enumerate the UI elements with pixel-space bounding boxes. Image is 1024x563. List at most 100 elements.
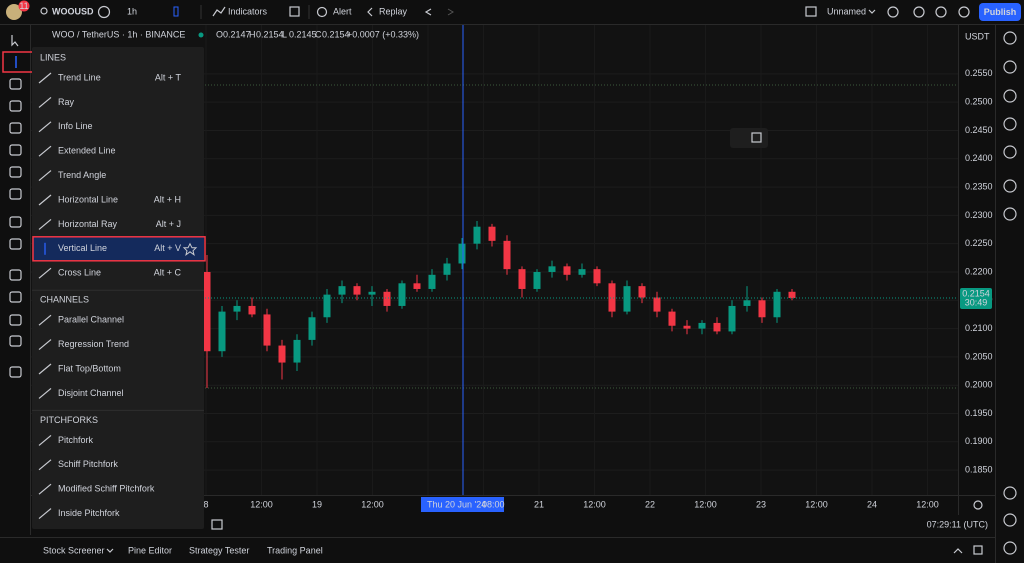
crosshair-time: 08:00 — [482, 499, 505, 509]
menu-item-label[interactable]: Horizontal Line — [58, 194, 118, 204]
x-tick-label: 24 — [867, 499, 877, 509]
tool-icon[interactable] — [9, 144, 22, 156]
side-icon[interactable] — [1003, 89, 1017, 103]
item-icon — [38, 387, 52, 399]
avatar[interactable] — [6, 4, 22, 20]
menu-item-label[interactable]: Flat Top/Bottom — [58, 363, 121, 373]
menu-item-label[interactable]: Ray — [58, 97, 75, 107]
toolbar-icon[interactable] — [935, 6, 947, 18]
compare-button[interactable] — [97, 5, 111, 19]
menu-item-label[interactable]: Modified Schiff Pitchfork — [58, 484, 155, 494]
item-icon — [38, 170, 52, 182]
menu-item-label[interactable]: Trend Line — [58, 72, 101, 82]
candle-body — [578, 269, 586, 275]
menu-item-label[interactable]: Disjoint Channel — [58, 388, 124, 398]
templates-icon[interactable] — [289, 6, 300, 17]
toolbar-icon[interactable] — [913, 6, 925, 18]
side-icon[interactable] — [1003, 60, 1017, 74]
panel-collapse[interactable] — [953, 548, 963, 554]
publish[interactable]: Publish — [984, 7, 1017, 17]
menu-item-label[interactable]: Vertical Line — [58, 243, 107, 253]
tool-icon[interactable] — [9, 78, 22, 90]
menu-item-label[interactable]: Inside Pitchfork — [58, 508, 120, 518]
symbol-search[interactable]: WOOUSD — [52, 6, 94, 16]
candle-body — [563, 266, 571, 275]
y-tick-label: 0.2300 — [965, 210, 993, 220]
tool-icon[interactable] — [9, 166, 22, 178]
menu-item-selected[interactable] — [33, 237, 204, 261]
tool-icon[interactable] — [9, 314, 22, 326]
menu-item-label[interactable]: Horizontal Ray — [58, 219, 118, 229]
x-tick-label: 12:00 — [694, 499, 717, 509]
replay-icon[interactable] — [367, 7, 373, 17]
tool-icon[interactable] — [9, 100, 22, 112]
bottom-tab[interactable]: Pine Editor — [128, 545, 172, 555]
menu-item-label[interactable]: Trend Angle — [58, 170, 106, 180]
tool-icon[interactable] — [9, 366, 22, 378]
panel-maximize[interactable] — [973, 545, 983, 555]
clock[interactable]: 07:29:11 (UTC) — [927, 519, 988, 529]
layout-name[interactable]: Unnamed — [827, 6, 866, 16]
ohlc-value: 0.2154 — [256, 29, 284, 39]
side-icon[interactable] — [1003, 31, 1017, 45]
settings-icon[interactable] — [973, 500, 983, 510]
chart-type-icon[interactable] — [173, 6, 179, 17]
crosshair-time-tag — [421, 497, 504, 512]
redo-icon[interactable] — [447, 8, 454, 16]
menu-item-label[interactable]: Parallel Channel — [58, 315, 124, 325]
undo-icon[interactable] — [424, 8, 432, 16]
menu-item-label[interactable]: Pitchfork — [58, 435, 94, 445]
change: +0.0007 (+0.33%) — [347, 29, 419, 39]
item-icon — [38, 508, 52, 520]
side-icon[interactable] — [1003, 207, 1017, 221]
candle-body — [248, 305, 256, 315]
menu-item-label[interactable]: Regression Trend — [58, 339, 129, 349]
bottom-tab[interactable]: Stock Screener — [43, 545, 105, 555]
tool-icon[interactable] — [9, 269, 22, 281]
interval[interactable]: 1h — [127, 6, 137, 16]
cursor-tool[interactable] — [11, 35, 19, 47]
publish-button[interactable] — [979, 3, 1021, 21]
date-range-icon[interactable] — [211, 519, 223, 530]
alert[interactable]: Alert — [333, 6, 352, 16]
menu-item-label[interactable]: Info Line — [58, 121, 93, 131]
side-icon[interactable] — [1003, 117, 1017, 131]
side-icon[interactable] — [1003, 486, 1017, 500]
tool-icon[interactable] — [9, 238, 22, 250]
side-icon[interactable] — [1003, 179, 1017, 193]
last-price-tag — [960, 288, 992, 310]
tool-icon[interactable] — [9, 335, 22, 347]
candle-body — [623, 286, 631, 312]
currency[interactable]: USDT — [965, 31, 990, 41]
x-tick-label: 12:00 — [250, 499, 273, 509]
menu-item-label[interactable]: Extended Line — [58, 146, 116, 156]
side-icon[interactable] — [1003, 513, 1017, 527]
tool-icon[interactable] — [9, 188, 22, 200]
menu-item-label[interactable]: Schiff Pitchfork — [58, 459, 118, 469]
candle-body — [293, 339, 301, 363]
item-icon — [38, 145, 52, 157]
toolbar-icon[interactable] — [887, 6, 899, 18]
bottom-tab[interactable]: Trading Panel — [267, 545, 323, 555]
indicators[interactable]: Indicators — [228, 6, 268, 16]
alert-icon[interactable] — [316, 6, 328, 18]
layout-icon[interactable] — [805, 6, 817, 17]
menu-item-shortcut: Alt + J — [156, 219, 181, 229]
item-icon — [38, 194, 52, 206]
layout-chevron[interactable] — [868, 9, 876, 14]
candles — [203, 221, 796, 389]
y-tick-label: 0.2400 — [965, 153, 993, 163]
tool-icon[interactable] — [9, 122, 22, 134]
tool-icon[interactable] — [9, 291, 22, 303]
y-tick-label: 0.2000 — [965, 380, 993, 390]
indicators-icon[interactable] — [212, 6, 226, 17]
bottom-tab[interactable]: Strategy Tester — [189, 545, 249, 555]
menu-item-shortcut: Alt + T — [155, 72, 182, 82]
tool-icon[interactable] — [9, 216, 22, 228]
side-icon[interactable] — [1003, 541, 1017, 555]
favorite-star[interactable] — [182, 242, 198, 257]
side-icon[interactable] — [1003, 145, 1017, 159]
menu-item-label[interactable]: Cross Line — [58, 268, 101, 278]
toolbar-icon[interactable] — [958, 6, 970, 18]
replay[interactable]: Replay — [379, 6, 408, 16]
